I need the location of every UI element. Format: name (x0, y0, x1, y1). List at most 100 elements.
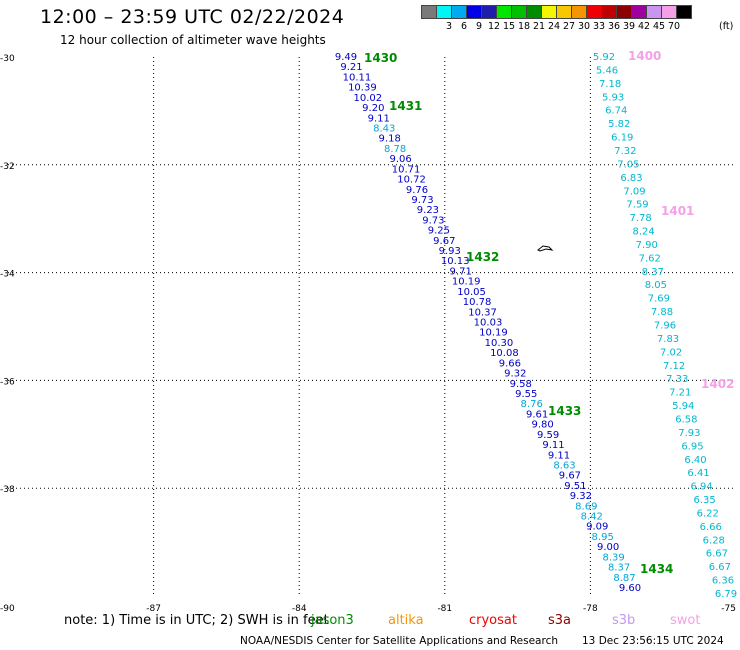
latitude-tick-label: -30 (0, 54, 15, 64)
wave-height-value: 9.11 (548, 450, 570, 461)
wave-height-value: 5.94 (672, 401, 694, 412)
wave-height-value: 5.82 (608, 119, 630, 130)
wave-height-value: 9.32 (570, 491, 592, 502)
wave-height-value: 9.60 (619, 583, 641, 594)
legend-label: 33 (592, 21, 606, 32)
credit-line: NOAA/NESDIS Center for Satellite Applica… (240, 635, 558, 647)
legend-label: 27 (562, 21, 576, 32)
wave-height-value: 8.42 (581, 512, 603, 523)
wave-height-value: 6.67 (706, 549, 728, 560)
wave-height-value: 6.36 (712, 576, 734, 587)
legend-swatch (676, 5, 692, 19)
wave-height-value: 9.32 (504, 369, 526, 380)
legend-label: 70 (667, 21, 681, 32)
wave-height-value: 9.20 (362, 103, 384, 114)
wave-height-value: 9.61 (526, 409, 548, 420)
wave-height-value: 9.73 (422, 215, 444, 226)
legend-label: 36 (607, 21, 621, 32)
wave-height-value: 10.78 (463, 297, 492, 308)
wave-height-value: 10.37 (468, 307, 497, 318)
wave-height-value: 7.12 (663, 361, 685, 372)
wave-height-value: 8.24 (633, 227, 655, 238)
legend-label: 18 (517, 21, 531, 32)
wave-height-value: 6.41 (687, 468, 709, 479)
wave-height-value: 9.00 (597, 542, 619, 553)
wave-height-value: 6.94 (690, 482, 712, 493)
legend-unit: (ft) (719, 21, 734, 32)
satellite-name-altika: altika (388, 613, 424, 628)
wave-height-value: 9.23 (417, 205, 439, 216)
pass-time-label: 1434 (640, 562, 673, 576)
wave-height-value: 9.80 (531, 420, 553, 431)
wave-height-value: 8.63 (553, 460, 575, 471)
wave-height-value: 8.43 (373, 123, 395, 134)
legend-label: 30 (577, 21, 591, 32)
wave-height-value: 7.93 (678, 428, 700, 439)
wave-height-value: 9.93 (439, 246, 461, 257)
legend-label: 3 (445, 21, 453, 32)
wave-height-value: 7.18 (599, 79, 621, 90)
wave-height-color-legend: (ft) 3 6 9 12 15 18 21 24 27 30 33 36 39 42 45 70 (421, 5, 740, 35)
longitude-tick-label: -84 (292, 604, 307, 614)
wave-height-value: 6.74 (605, 106, 627, 117)
wave-height-value: 9.76 (406, 185, 428, 196)
wave-height-value: 10.03 (474, 318, 503, 329)
legend-label: 9 (475, 21, 483, 32)
wave-height-value: 10.08 (490, 348, 519, 359)
wave-height-value: 9.58 (510, 379, 532, 390)
wave-height-value: 10.39 (348, 83, 377, 94)
legend-label: 39 (622, 21, 636, 32)
legend-label: 6 (460, 21, 468, 32)
wave-height-value: 7.02 (660, 347, 682, 358)
footnote: note: 1) Time is in UTC; 2) SWH is in fe… (64, 613, 329, 628)
wave-height-value: 7.59 (626, 200, 648, 211)
pass-time-label: 1431 (389, 99, 422, 113)
wave-height-value: 6.67 (709, 562, 731, 573)
wave-height-value: 8.95 (592, 532, 614, 543)
wave-height-value: 9.49 (335, 52, 357, 63)
page-subtitle: 12 hour collection of altimeter wave hei… (60, 33, 326, 47)
wave-height-value: 10.19 (452, 277, 481, 288)
legend-label: 12 (487, 21, 501, 32)
satellite-name-s3a: s3a (548, 613, 572, 628)
wave-height-value: 8.87 (613, 573, 635, 584)
wave-height-value: 7.90 (636, 240, 658, 251)
wave-height-value: 10.19 (479, 328, 508, 339)
wave-height-value: 6.35 (694, 495, 716, 506)
wave-height-value: 6.58 (675, 414, 697, 425)
wave-height-value: 9.09 (586, 522, 608, 533)
wave-height-value: 6.22 (697, 508, 719, 519)
wave-height-value: 7.33 (666, 374, 688, 385)
longitude-tick-label: -78 (583, 604, 598, 614)
wave-height-value: 10.71 (392, 164, 421, 175)
satellite-name-cryosat: cryosat (469, 613, 517, 628)
pass-time-label: 1430 (364, 51, 397, 65)
satellite-name-swot: swot (670, 613, 701, 628)
wave-height-value: 7.32 (614, 146, 636, 157)
legend-label: 45 (652, 21, 666, 32)
wave-height-value: 9.11 (542, 440, 564, 451)
wave-height-value: 6.95 (681, 441, 703, 452)
island-coastline (537, 245, 554, 252)
wave-height-value: 5.92 (593, 52, 615, 63)
wave-height-value: 8.37 (642, 267, 664, 278)
wave-height-value: 9.59 (537, 430, 559, 441)
legend-label: 24 (547, 21, 561, 32)
wave-height-value: 10.05 (457, 287, 486, 298)
pass-time-label: 1433 (548, 404, 581, 418)
legend-label: 15 (502, 21, 516, 32)
pass-time-label: 1402 (701, 377, 734, 391)
wave-height-value: 7.09 (623, 186, 645, 197)
wave-height-value: 7.78 (629, 213, 651, 224)
wave-height-value: 9.67 (559, 471, 581, 482)
legend-label: 21 (532, 21, 546, 32)
wave-height-value: 7.69 (648, 294, 670, 305)
wave-height-value: 7.62 (639, 253, 661, 264)
wave-height-value: 5.93 (602, 92, 624, 103)
satellite-name-s3b: s3b (612, 613, 636, 628)
generated-timestamp: 13 Dec 23:56:15 UTC 2024 (582, 635, 724, 647)
wave-height-value: 6.40 (684, 455, 706, 466)
wave-height-value: 5.46 (596, 65, 618, 76)
longitude-tick-label: -90 (0, 604, 15, 614)
